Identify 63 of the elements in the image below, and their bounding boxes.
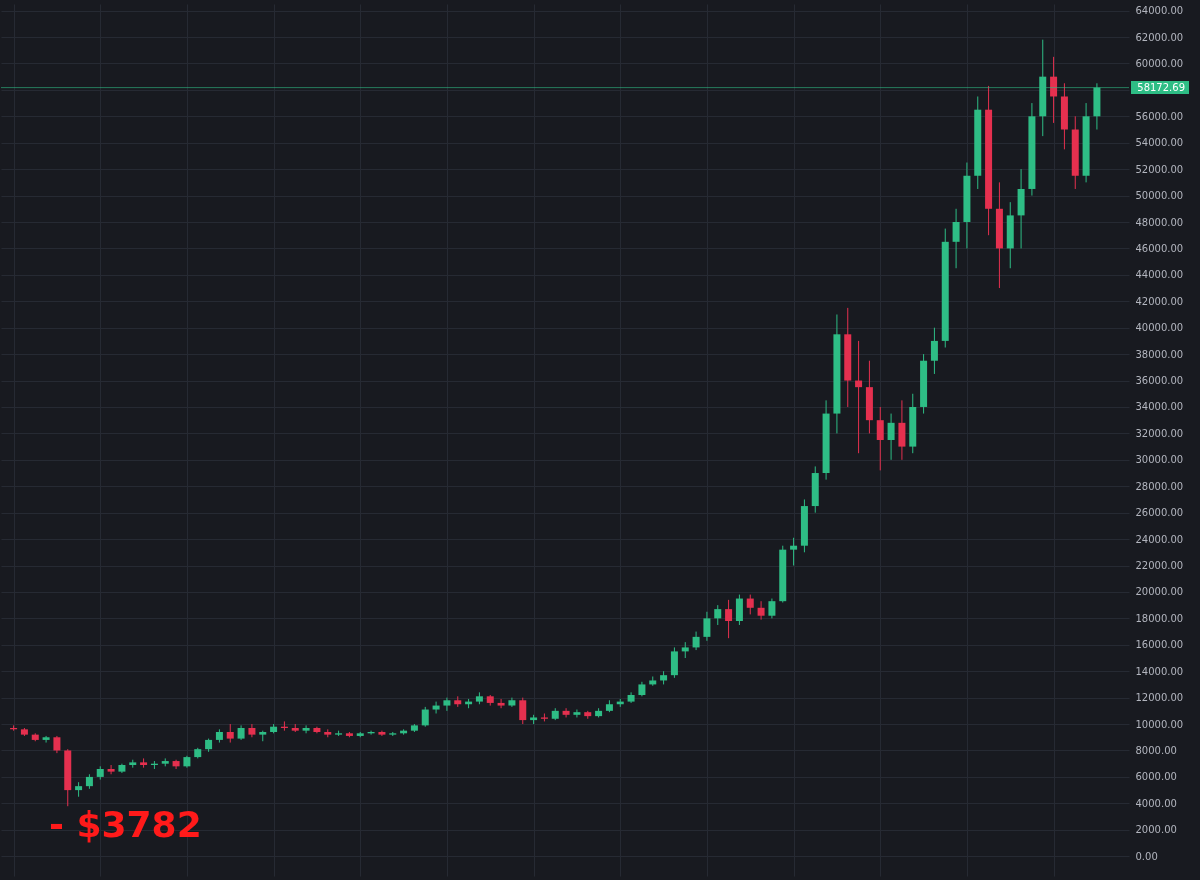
candlestick (107, 764, 115, 775)
y-tick-label: 6000.00 (1135, 771, 1177, 783)
ref-line-label: 58172.69 (1137, 81, 1185, 93)
y-tick-label: 56000.00 (1135, 110, 1184, 122)
candlestick (952, 208, 960, 269)
y-tick-label: 26000.00 (1135, 507, 1184, 519)
y-tick-label: 24000.00 (1135, 533, 1184, 545)
candlestick (725, 599, 733, 639)
candlestick (302, 724, 310, 734)
y-tick-label: 8000.00 (1135, 744, 1177, 756)
y-tick-label: 34000.00 (1135, 401, 1184, 413)
y-tick-label: 64000.00 (1135, 5, 1184, 17)
y-tick-label: 2000.00 (1135, 824, 1177, 836)
y-tick-label: 10000.00 (1135, 718, 1184, 730)
candlestick (930, 327, 938, 375)
y-tick-label: 48000.00 (1135, 216, 1184, 228)
candlestick (876, 406, 884, 471)
candlestick (497, 698, 505, 709)
y-tick-label: 4000.00 (1135, 797, 1177, 809)
y-tick-label: 28000.00 (1135, 480, 1184, 492)
annotation: - $3782 (49, 804, 202, 845)
y-tick-label: 22000.00 (1135, 560, 1184, 572)
y-tick-label: 20000.00 (1135, 586, 1184, 598)
y-tick-label: 12000.00 (1135, 692, 1184, 704)
candlestick (790, 537, 798, 567)
y-tick-label: 16000.00 (1135, 639, 1184, 651)
candlestick (692, 631, 700, 651)
y-tick-label: 62000.00 (1135, 31, 1184, 43)
y-tick-label: 38000.00 (1135, 348, 1184, 360)
candlestick (887, 413, 895, 461)
candlestick (432, 701, 440, 714)
candlestick (421, 706, 429, 728)
candlestick (1050, 56, 1058, 124)
candlestick (768, 598, 776, 619)
candlestick (562, 707, 570, 718)
candlestick (573, 709, 581, 718)
candlestick (898, 399, 906, 461)
y-tick-label: 14000.00 (1135, 665, 1184, 677)
candlestick (746, 594, 754, 615)
y-tick-label: 0.00 (1135, 850, 1158, 862)
y-tick-label: 54000.00 (1135, 137, 1184, 149)
y-tick-label: 30000.00 (1135, 454, 1184, 466)
y-tick-label: 50000.00 (1135, 190, 1184, 202)
y-tick-label: 42000.00 (1135, 295, 1184, 307)
candlestick (248, 723, 256, 738)
y-tick-label: 40000.00 (1135, 322, 1184, 334)
y-tick-label: 46000.00 (1135, 242, 1184, 254)
candlestick (519, 697, 527, 725)
y-tick-label: 32000.00 (1135, 427, 1184, 439)
y-tick-label: 60000.00 (1135, 57, 1184, 69)
candlestick (735, 594, 743, 626)
y-tick-label: 18000.00 (1135, 612, 1184, 624)
candlestick (42, 735, 50, 744)
candlestick (757, 600, 765, 621)
candlestick (443, 697, 451, 712)
candlestick (703, 611, 711, 642)
candlestick (670, 646, 678, 679)
candlestick (855, 340, 863, 454)
candlestick (226, 723, 234, 744)
y-tick-label: 36000.00 (1135, 375, 1184, 387)
y-tick-label: 44000.00 (1135, 269, 1184, 281)
y-tick-label: 52000.00 (1135, 163, 1184, 175)
candlestick (714, 604, 722, 626)
